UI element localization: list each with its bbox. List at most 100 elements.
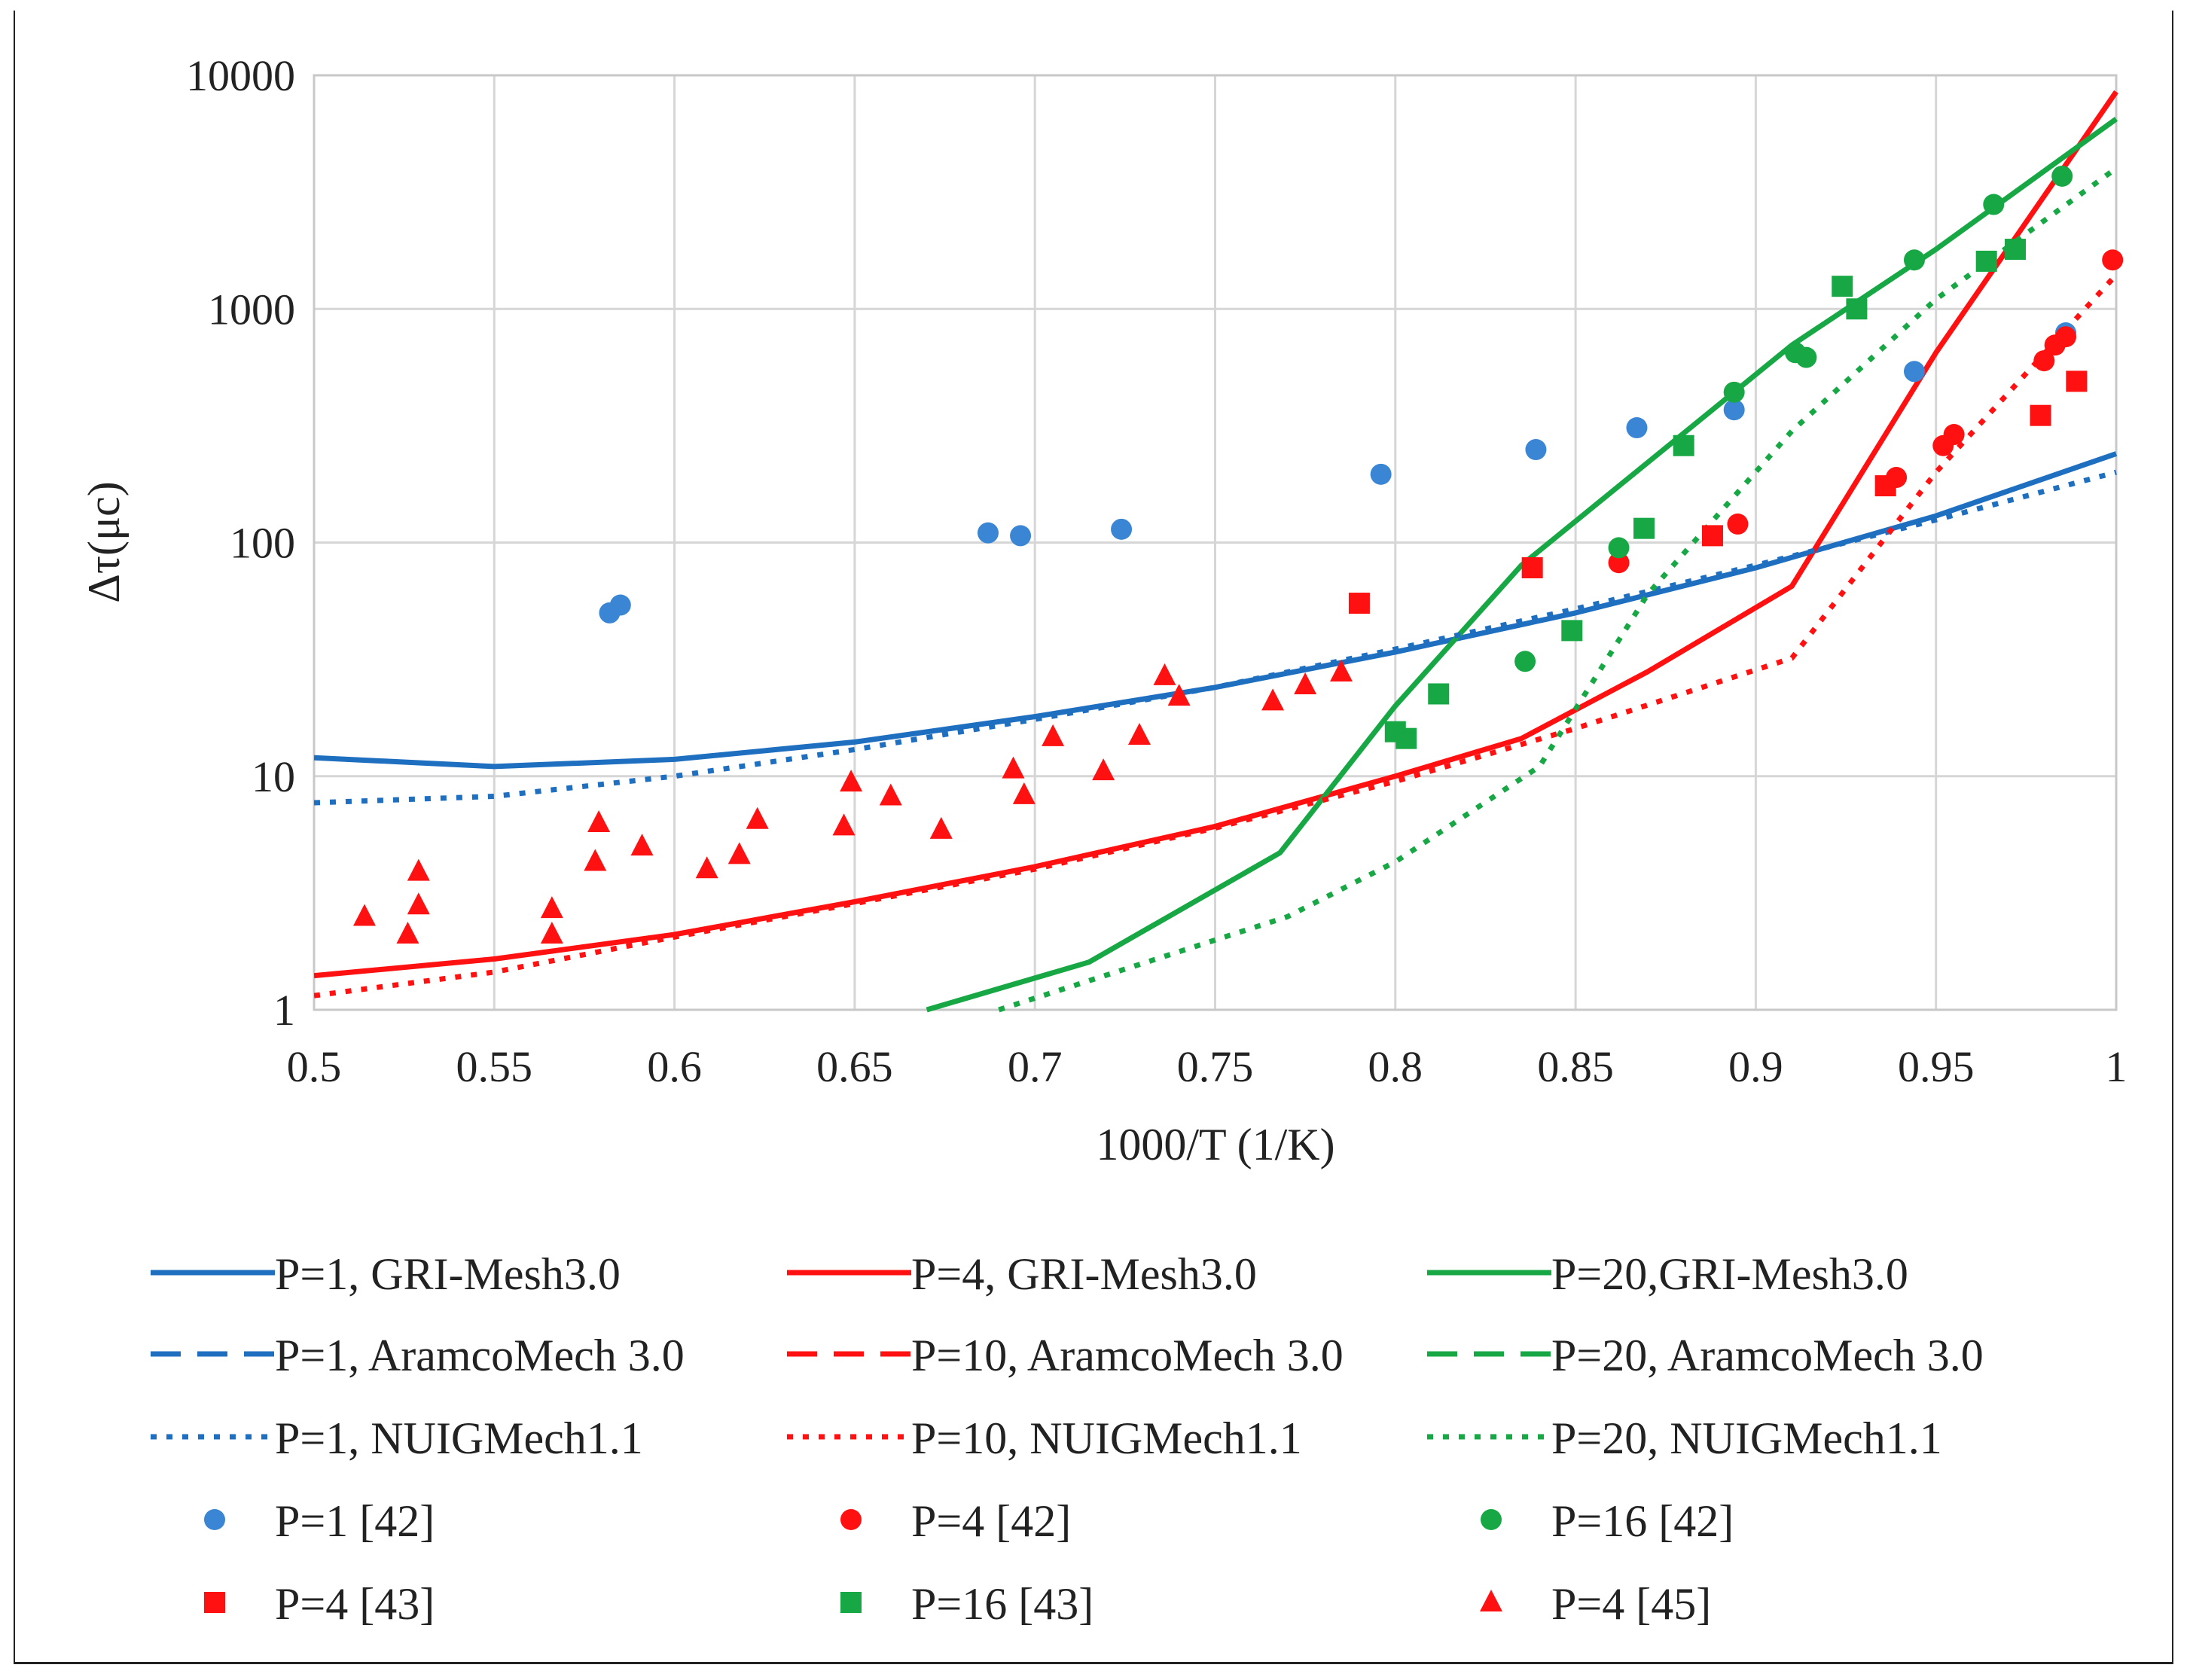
circle-point (1727, 513, 1749, 535)
circle-point (609, 594, 631, 616)
square-point (2030, 404, 2051, 426)
circle-point (1514, 651, 1536, 672)
figure-frame (14, 11, 2173, 1664)
y-tick-label: 100 (230, 519, 295, 568)
triangle-point (1042, 724, 1065, 746)
x-tick-label: 0.9 (1728, 1042, 1783, 1091)
legend-marker (204, 1592, 225, 1613)
legend-marker (840, 1509, 862, 1530)
circle-point (2102, 249, 2124, 271)
circle-point (1525, 439, 1547, 461)
square-point (1874, 475, 1896, 497)
circle-point (1111, 518, 1133, 540)
legend-label: P=1, GRI-Mesh3.0 (275, 1249, 621, 1299)
x-tick-label: 0.6 (647, 1042, 702, 1091)
triangle-point (1294, 672, 1317, 695)
legend-item: P=4 [45] (1480, 1579, 1711, 1629)
legend-label: P=4 [45] (1551, 1579, 1711, 1629)
legend-marker (1481, 1509, 1502, 1530)
circle-point (1723, 399, 1745, 421)
legend-label: P=1 [42] (275, 1496, 435, 1546)
triangle-point (695, 856, 718, 879)
legend-item: P=1, NUIGMech1.1 (151, 1413, 643, 1463)
triangle-point (1127, 723, 1151, 745)
circle-point (2054, 326, 2076, 348)
triangle-point (587, 810, 611, 833)
x-tick-label: 0.5 (287, 1042, 342, 1091)
legend-item: P=1 [42] (204, 1496, 435, 1546)
triangle-point (407, 892, 430, 915)
x-tick-label: 0.8 (1368, 1042, 1423, 1091)
series-markers (353, 165, 2124, 944)
triangle-point (727, 842, 751, 864)
legend-item: P=16 [42] (1481, 1496, 1734, 1546)
triangle-point (1002, 756, 1025, 779)
square-point (2066, 370, 2088, 392)
triangle-point (1261, 688, 1285, 711)
legend-label: P=4 [42] (911, 1496, 1071, 1546)
x-tick-labels: 0.5 0.55 0.6 0.65 0.7 0.75 0.8 0.85 0.9 0.95 1 (287, 1042, 2127, 1091)
legend-marker (840, 1592, 862, 1613)
circle-point (2051, 165, 2073, 187)
triangle-point (353, 904, 377, 926)
triangle-point (746, 806, 769, 829)
triangle-point (540, 896, 563, 919)
legend-item: P=4 [43] (204, 1579, 435, 1629)
triangle-point (1012, 782, 1036, 804)
x-tick-label: 0.85 (1537, 1042, 1614, 1091)
series-line (314, 469, 2117, 806)
legend-marker (1480, 1590, 1502, 1611)
circle-point (1723, 381, 1745, 403)
circle-point (1626, 417, 1648, 439)
y-tick-labels: 1 10 100 1000 10000 (186, 51, 295, 1035)
legend-label: P=16 [43] (911, 1579, 1093, 1629)
square-point (2004, 239, 2026, 261)
square-point (1348, 593, 1370, 614)
plot-area-border (313, 74, 2118, 1011)
square-point (1673, 434, 1694, 456)
circle-point (1903, 361, 1925, 383)
x-tick-label: 0.55 (456, 1042, 533, 1091)
circle-point (977, 522, 999, 544)
legend-label: P=10, AramcoMech 3.0 (911, 1331, 1344, 1380)
triangle-point (540, 922, 563, 944)
legend-label: P=20, AramcoMech 3.0 (1551, 1331, 1984, 1380)
triangle-point (584, 849, 607, 871)
legend-label: P=1, NUIGMech1.1 (275, 1413, 643, 1463)
triangle-point (879, 783, 902, 806)
legend-item: P=4 [42] (840, 1496, 1071, 1546)
legend-label: P=20, NUIGMech1.1 (1551, 1413, 1942, 1463)
legend-label: P=20,GRI-Mesh3.0 (1551, 1249, 1908, 1299)
square-point (1561, 620, 1583, 642)
triangle-point (630, 834, 654, 856)
circle-point (1983, 194, 2005, 215)
triangle-point (407, 858, 430, 881)
y-tick-label: 1 (273, 986, 295, 1035)
triangle-point (1330, 659, 1353, 681)
legend-label: P=4, GRI-Mesh3.0 (911, 1249, 1257, 1299)
square-point (1846, 298, 1868, 320)
triangle-point (840, 770, 863, 792)
series-line (926, 117, 2118, 1013)
legend-item: P=16 [43] (840, 1579, 1093, 1629)
x-axis-title: 1000/T (1/K) (1096, 1120, 1334, 1169)
legend-label: P=1, AramcoMech 3.0 (275, 1331, 685, 1380)
square-point (1975, 250, 1997, 272)
x-tick-label: 1 (2106, 1042, 2127, 1091)
circle-point (1370, 463, 1392, 485)
x-tick-label: 0.95 (1898, 1042, 1975, 1091)
circle-point (1795, 346, 1817, 368)
series-line (314, 273, 2118, 999)
circle-point (1608, 552, 1630, 574)
triangle-point (1167, 684, 1191, 706)
y-axis-title: Δτ(μc) (79, 481, 129, 602)
legend-item: P=20, NUIGMech1.1 (1427, 1413, 1942, 1463)
legend-item: P=10, AramcoMech 3.0 (787, 1331, 1344, 1380)
series-line (314, 90, 2118, 979)
triangle-point (832, 813, 856, 836)
y-tick-label: 10000 (186, 51, 295, 100)
x-tick-label: 0.65 (816, 1042, 893, 1091)
series-line (998, 166, 2118, 1013)
legend: P=1, GRI-Mesh3.0 P=4, GRI-Mesh3.0 P=20,GRI… (151, 1249, 1984, 1629)
